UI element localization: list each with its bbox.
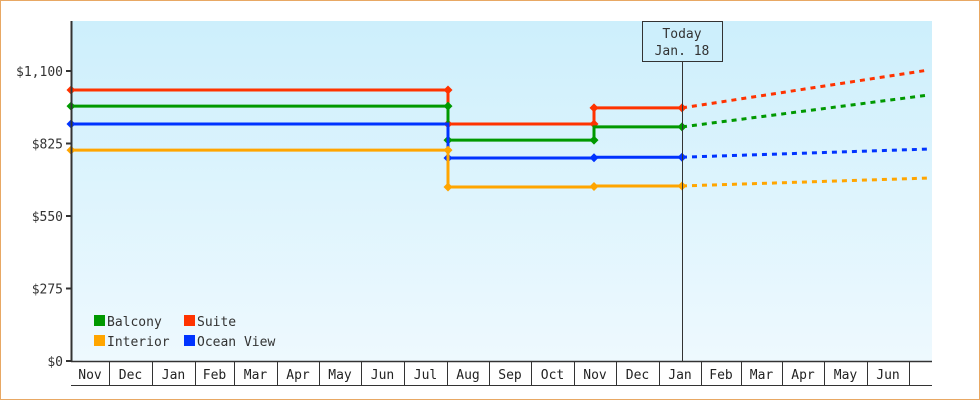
data-point-marker[interactable] — [443, 101, 453, 111]
data-point-marker[interactable] — [589, 153, 599, 163]
y-tick-label: $550 — [32, 210, 63, 225]
y-tick-label: $1,100 — [16, 65, 63, 80]
legend-item-interior[interactable]: Interior — [94, 335, 170, 350]
today-date: Jan. 18 — [655, 44, 710, 59]
month-label: May — [834, 368, 858, 383]
legend-item-suite[interactable]: Suite — [184, 315, 236, 330]
month-label: Dec — [626, 368, 649, 383]
month-label: Mar — [244, 368, 268, 383]
x-axis-months: Nov Dec Jan Feb Mar Apr May Jun Jul Aug Sep Oct Nov D… — [71, 360, 932, 386]
month-label: Nov — [78, 368, 102, 383]
month-label: Jun — [876, 368, 899, 383]
legend-swatch — [94, 335, 105, 346]
month-label: Apr — [791, 368, 815, 383]
series-line — [71, 148, 682, 189]
data-point-marker[interactable] — [589, 135, 599, 145]
y-axis: $0 $275 $550 $825 $1,100 — [16, 21, 73, 370]
projection-line — [681, 68, 930, 110]
month-label: Mar — [750, 368, 774, 383]
y-tick-label: $825 — [32, 138, 63, 153]
month-label: Feb — [709, 368, 733, 383]
month-label: Feb — [203, 368, 227, 383]
month-label: Jan — [668, 368, 691, 383]
month-label: Aug — [456, 368, 479, 383]
plot-area — [71, 21, 932, 361]
legend-item-balcony[interactable]: Balcony — [94, 315, 162, 330]
legend-swatch — [184, 315, 195, 326]
series-line — [71, 104, 682, 142]
y-tick-label: $0 — [47, 355, 63, 370]
month-label: Jun — [371, 368, 394, 383]
projection-line — [681, 93, 930, 129]
legend-label: Interior — [107, 335, 170, 350]
data-point-marker[interactable] — [443, 145, 453, 155]
data-point-marker[interactable] — [443, 85, 453, 95]
month-label: Nov — [583, 368, 607, 383]
legend-label: Suite — [197, 315, 236, 330]
data-point-marker[interactable] — [443, 182, 453, 192]
data-point-marker[interactable] — [589, 103, 599, 113]
series-line — [71, 88, 682, 126]
month-label: Oct — [541, 368, 564, 383]
series-line — [71, 122, 682, 160]
legend-item-ocean-view[interactable]: Ocean View — [184, 335, 275, 350]
legend: Balcony Suite Interior Ocean View — [94, 315, 275, 350]
projection-line — [681, 147, 930, 159]
month-label: Apr — [286, 368, 310, 383]
today-label-box — [642, 21, 723, 62]
legend-label: Ocean View — [197, 335, 275, 350]
today-label: Today — [662, 27, 701, 42]
projection-line — [681, 176, 930, 188]
y-tick-label: $275 — [32, 283, 63, 298]
legend-swatch — [94, 315, 105, 326]
month-label: Jan — [162, 368, 185, 383]
month-label: Jul — [414, 368, 437, 383]
month-label: May — [328, 368, 352, 383]
month-label: Sep — [498, 368, 522, 383]
legend-label: Balcony — [107, 315, 162, 330]
month-label: Dec — [119, 368, 142, 383]
legend-swatch — [184, 335, 195, 346]
data-point-marker[interactable] — [589, 181, 599, 191]
today-marker: Today Jan. 18 — [642, 21, 723, 361]
